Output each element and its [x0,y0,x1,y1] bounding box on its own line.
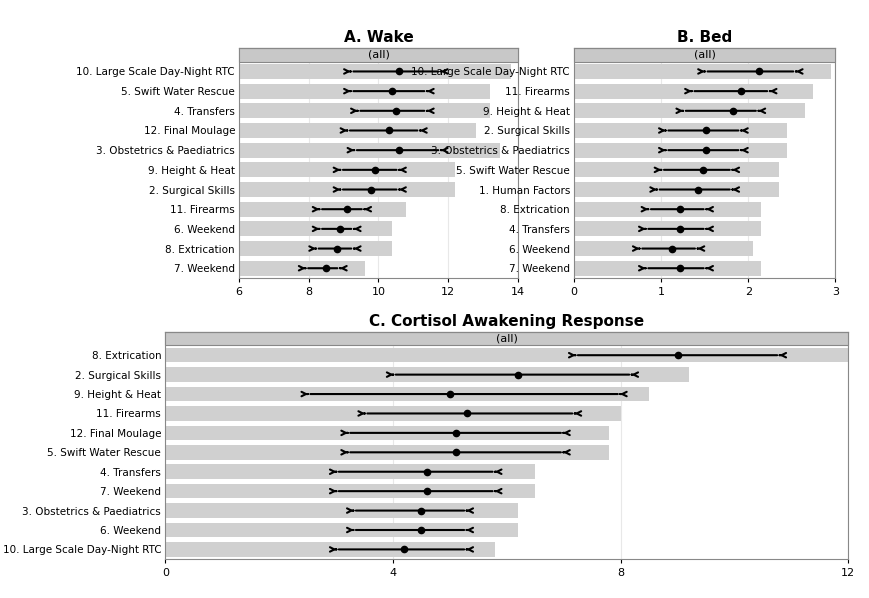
Bar [239,182,454,197]
Text: (all): (all) [693,50,715,60]
Bar [239,221,392,236]
Bar [574,163,778,177]
Bar [239,123,475,138]
Text: (all): (all) [495,334,517,344]
Bar [165,445,608,460]
Bar [239,64,510,79]
Bar [574,123,786,138]
Bar [574,182,778,197]
Bar [239,261,364,276]
Title: B. Bed: B. Bed [676,30,732,45]
Bar [574,143,786,157]
Bar [165,367,688,382]
Bar [574,261,760,276]
Text: (all): (all) [367,50,389,60]
Bar [165,406,620,421]
Bar [239,202,406,216]
Bar [165,332,847,346]
Bar [574,64,830,79]
Bar [574,221,760,236]
Bar [239,103,489,118]
Bar [165,348,847,362]
Bar [239,163,454,177]
Bar [574,103,804,118]
Bar [574,84,813,99]
Bar [165,484,534,499]
Bar [574,241,752,256]
Title: A. Wake: A. Wake [343,30,413,45]
Bar [165,504,518,518]
Bar [165,542,494,557]
Bar [574,202,760,216]
Bar [574,48,834,62]
Bar [239,143,500,157]
Bar [239,84,489,99]
Bar [239,241,392,256]
Title: C. Cortisol Awakening Response: C. Cortisol Awakening Response [368,315,644,329]
Bar [165,426,608,440]
Bar [239,48,517,62]
Bar [165,387,648,401]
Bar [165,523,518,537]
Bar [165,465,534,479]
